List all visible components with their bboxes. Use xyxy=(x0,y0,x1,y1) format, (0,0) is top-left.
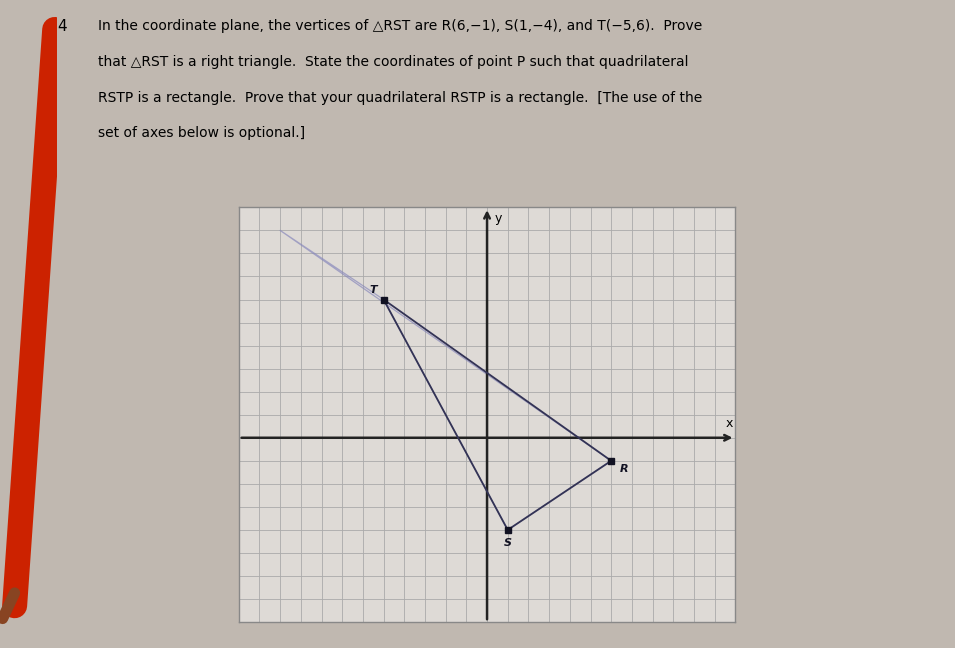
Text: set of axes below is optional.]: set of axes below is optional.] xyxy=(97,126,305,141)
Text: R: R xyxy=(620,465,628,474)
Text: S: S xyxy=(503,538,512,548)
Text: 4: 4 xyxy=(57,19,67,34)
Text: y: y xyxy=(495,212,501,225)
Text: In the coordinate plane, the vertices of △RST are R(6,−1), S(1,−4), and T(−5,6).: In the coordinate plane, the vertices of… xyxy=(97,19,702,34)
Text: T: T xyxy=(369,284,376,295)
Text: x: x xyxy=(726,417,732,430)
Text: RSTP is a rectangle.  Prove that your quadrilateral RSTP is a rectangle.  [The u: RSTP is a rectangle. Prove that your qua… xyxy=(97,91,702,105)
Text: that △RST is a right triangle.  State the coordinates of point P such that quadr: that △RST is a right triangle. State the… xyxy=(97,55,689,69)
